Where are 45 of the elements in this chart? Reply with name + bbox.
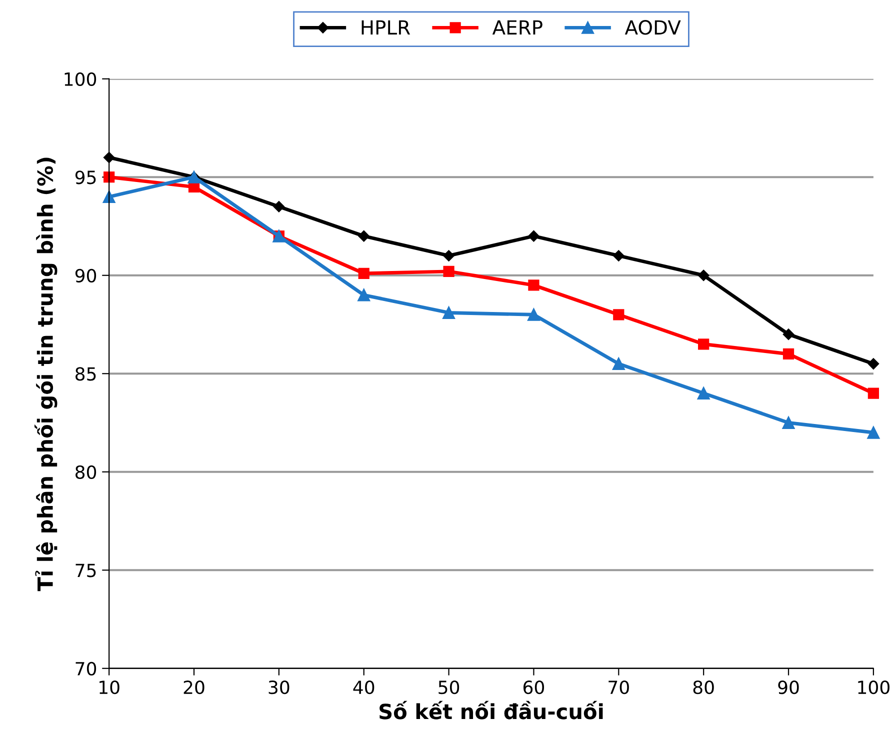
legend-label: AODV	[624, 20, 681, 35]
point	[273, 200, 285, 212]
x-tick-label: 20	[184, 680, 204, 694]
point	[782, 328, 794, 340]
point	[613, 250, 624, 262]
point	[528, 280, 540, 291]
point	[782, 416, 795, 429]
point	[613, 309, 624, 320]
y-tick-label: 90	[75, 268, 96, 282]
point	[868, 358, 880, 370]
point	[442, 306, 456, 319]
point	[698, 338, 710, 350]
x-axis-title: Số kết nối đầu-cuối	[380, 700, 603, 720]
x-tick-label: 40	[353, 680, 374, 694]
x-tick-label: 100	[858, 680, 890, 694]
y-axis-title: Tỉ lệ phân phối gói tin trung bình (%)	[34, 158, 58, 592]
y-tick-label: 75	[76, 564, 96, 578]
point	[868, 388, 879, 399]
y-tick-label: 100	[64, 72, 96, 86]
point	[358, 268, 370, 279]
point	[698, 270, 710, 281]
x-tick-label: 50	[438, 680, 460, 694]
point	[528, 230, 540, 242]
point	[697, 387, 710, 400]
point	[867, 426, 880, 439]
x-tick-label: 10	[100, 680, 120, 694]
point	[358, 288, 370, 302]
legend-label: AERP	[492, 20, 542, 34]
point	[443, 250, 454, 262]
point	[612, 358, 625, 370]
legend-label: HPLR	[362, 20, 410, 34]
point	[527, 308, 540, 321]
point	[443, 266, 454, 277]
x-tick-label: 30	[268, 680, 290, 694]
x-tick-label: 60	[523, 680, 544, 694]
x-tick-label: 70	[608, 680, 629, 694]
y-tick-label: 80	[76, 465, 96, 479]
point	[104, 172, 115, 183]
y-tick-label: 95	[75, 170, 96, 184]
point	[358, 230, 370, 242]
y-tick-label: 85	[76, 367, 96, 381]
x-tick-label: 90	[778, 680, 799, 694]
x-tick-label: 80	[693, 680, 714, 694]
point	[782, 348, 794, 360]
y-tick-label: 70	[76, 662, 96, 676]
